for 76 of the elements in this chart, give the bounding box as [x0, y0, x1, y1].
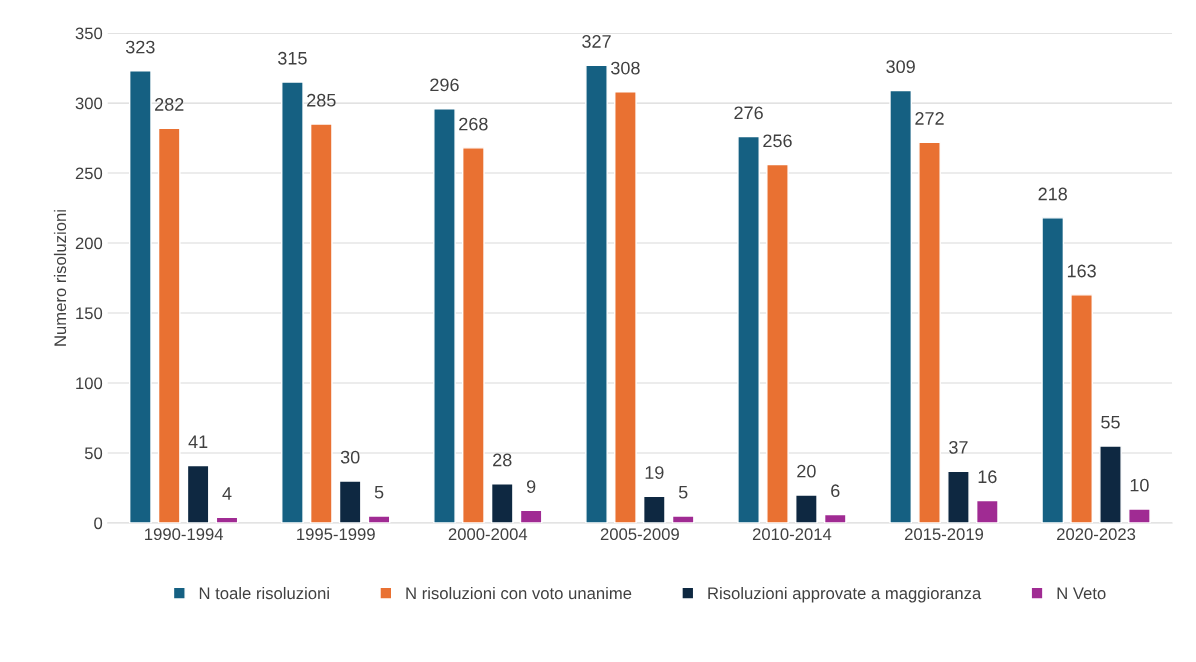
y-tick-label: 0 [94, 517, 103, 530]
data-label: 282 [155, 98, 184, 111]
data-label: 28 [493, 453, 512, 467]
bar [585, 64, 608, 523]
bar [1099, 445, 1122, 523]
bar [918, 141, 941, 523]
bar [128, 70, 152, 523]
data-label: 163 [1067, 264, 1096, 278]
bar [766, 163, 789, 523]
x-tick-label: 1990-1994 [145, 528, 224, 541]
data-label: 268 [459, 117, 488, 131]
data-label: 30 [340, 450, 360, 464]
legend-label: N toale risoluzioni [199, 586, 329, 600]
bar [281, 81, 304, 523]
bar [367, 515, 391, 523]
data-label: 218 [1038, 187, 1067, 201]
data-label: 315 [278, 51, 307, 65]
data-label: 19 [645, 466, 664, 479]
data-label: 327 [582, 35, 611, 48]
x-tick-label: 2005-2009 [600, 528, 679, 541]
x-tick-label: 1995-1999 [297, 528, 375, 541]
bar [338, 480, 362, 523]
y-tick-label: 350 [75, 27, 103, 40]
data-label: 276 [734, 106, 763, 120]
data-label: 323 [125, 40, 155, 54]
bar [186, 464, 210, 523]
data-label: 5 [678, 485, 688, 499]
legend-label: N Veto [1057, 587, 1106, 600]
bar [671, 515, 695, 523]
x-tick-label: 2020-2023 [1057, 528, 1136, 541]
bar [642, 495, 666, 523]
legend-label: N risoluzioni con voto unanime [406, 586, 632, 600]
y-tick-label: 250 [75, 167, 103, 180]
data-label: 4 [222, 487, 232, 500]
bar [823, 513, 847, 523]
y-tick-label: 100 [76, 377, 103, 390]
y-axis-title: Numero risoluzioni [53, 210, 67, 346]
bar [889, 89, 912, 523]
data-label: 272 [915, 112, 944, 125]
bar [975, 499, 999, 523]
bar [947, 470, 970, 523]
data-label: 6 [831, 484, 840, 498]
bar [1041, 217, 1065, 523]
data-label: 5 [374, 485, 384, 499]
data-label: 296 [430, 78, 459, 92]
data-label: 10 [1130, 478, 1149, 492]
data-label: 9 [526, 480, 536, 493]
y-tick-label: 50 [84, 447, 103, 460]
data-label: 308 [611, 61, 640, 75]
x-tick-label: 2000-2004 [448, 528, 528, 541]
bar [795, 494, 818, 523]
data-label: 16 [978, 470, 997, 484]
bar [462, 147, 485, 523]
y-tick-label: 150 [76, 307, 103, 320]
bar [1070, 294, 1093, 523]
legend-label: Risoluzioni approvate a maggioranza [708, 586, 982, 603]
x-tick-label: 2010-2014 [752, 528, 832, 541]
bar [737, 135, 760, 523]
bar [490, 483, 514, 523]
data-label: 37 [949, 440, 968, 454]
bar [309, 123, 333, 523]
data-label: 41 [188, 435, 208, 448]
bar [157, 127, 181, 523]
bar [215, 516, 239, 523]
y-tick-label: 300 [75, 97, 103, 110]
data-label: 256 [763, 134, 792, 148]
y-tick-label: 200 [75, 237, 103, 250]
bar [433, 107, 456, 523]
data-label: 55 [1101, 415, 1120, 429]
bar [614, 91, 637, 523]
data-label: 309 [886, 60, 915, 74]
bar [519, 509, 543, 523]
data-label: 285 [307, 93, 336, 107]
data-label: 20 [797, 464, 816, 478]
bar [1128, 508, 1151, 523]
x-tick-label: 2015-2019 [904, 528, 984, 541]
